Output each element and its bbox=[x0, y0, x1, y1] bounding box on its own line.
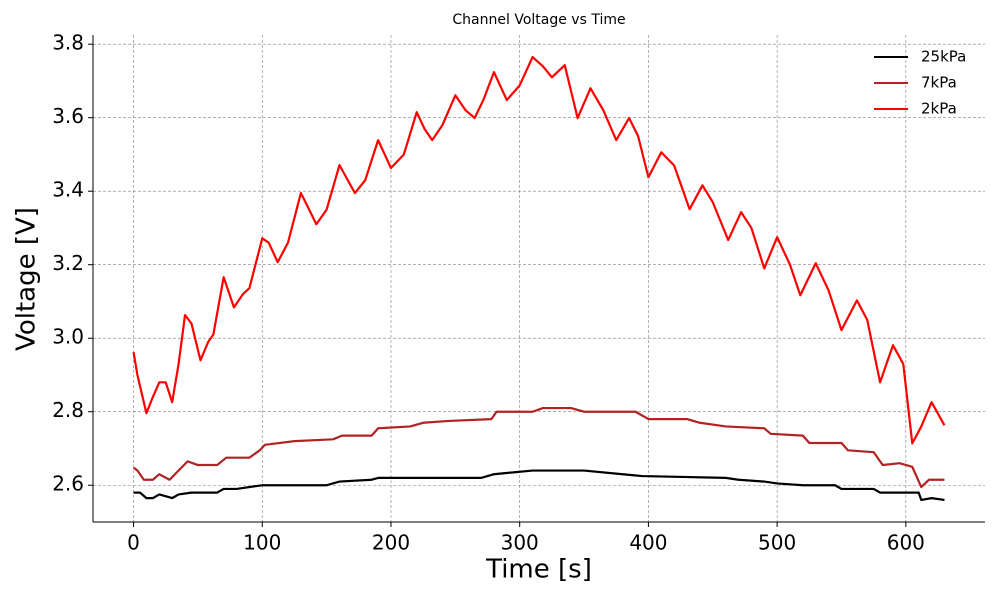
x-tick-label: 600 bbox=[887, 531, 925, 555]
data-line bbox=[132, 406, 945, 489]
y-axis-label: Voltage [V] bbox=[12, 207, 42, 351]
y-tick-label: 3.4 bbox=[52, 178, 84, 202]
x-tick-label: 0 bbox=[127, 531, 140, 555]
x-tick-label: 300 bbox=[501, 531, 539, 555]
x-tick-label: 400 bbox=[629, 531, 667, 555]
data-line bbox=[133, 469, 945, 502]
x-tick-label: 100 bbox=[243, 531, 281, 555]
legend-label: 7kPa bbox=[921, 74, 957, 92]
x-axis-label: Time [s] bbox=[485, 555, 592, 585]
y-tick-label: 3.6 bbox=[52, 104, 84, 128]
x-tick-label: 500 bbox=[758, 531, 796, 555]
y-tick-label: 2.8 bbox=[52, 398, 84, 422]
y-tick-label: 3.0 bbox=[52, 325, 84, 349]
y-tick-label: 2.6 bbox=[52, 472, 84, 496]
legend-label: 25kPa bbox=[921, 48, 966, 66]
legend-label: 2kPa bbox=[921, 100, 957, 118]
x-tick-label: 200 bbox=[372, 531, 410, 555]
y-tick-label: 3.2 bbox=[52, 251, 84, 275]
chart-title: Channel Voltage vs Time bbox=[452, 12, 625, 28]
y-tick-label: 3.8 bbox=[52, 31, 84, 55]
data-line bbox=[132, 55, 946, 445]
